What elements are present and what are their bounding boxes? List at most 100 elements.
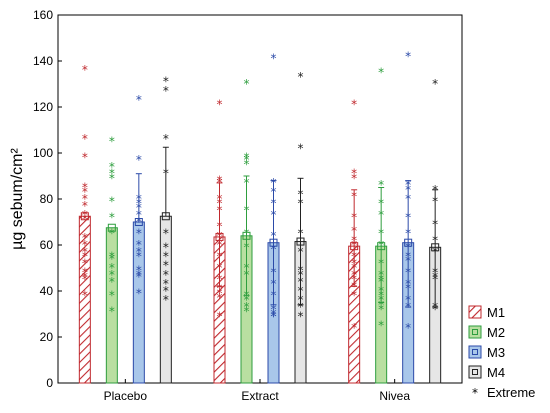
data-point: * — [217, 220, 223, 234]
mean-marker — [350, 242, 359, 251]
data-point: * — [136, 268, 142, 282]
data-point: * — [432, 302, 438, 316]
data-point: * — [298, 227, 304, 241]
data-point: * — [351, 190, 357, 204]
data-point: * — [82, 256, 88, 270]
y-tick-label: 0 — [46, 376, 53, 390]
data-point: * — [351, 261, 357, 275]
data-point: * — [82, 185, 88, 199]
data-point: * — [82, 192, 88, 206]
data-point: * — [271, 185, 277, 199]
data-point: * — [163, 268, 169, 282]
data-point: * — [271, 52, 277, 66]
data-point: * — [136, 238, 142, 252]
y-axis-title: µg sebum/cm² — [9, 147, 26, 249]
data-point: * — [244, 153, 250, 167]
data-point: * — [298, 284, 304, 298]
data-point: * — [351, 256, 357, 270]
data-point: * — [405, 183, 411, 197]
data-point: * — [271, 266, 277, 280]
legend-label: M3 — [487, 345, 505, 360]
data-point: * — [432, 183, 438, 197]
data-point: * — [109, 261, 115, 275]
data-point: * — [136, 153, 142, 167]
data-point: * — [136, 93, 142, 107]
data-point: * — [405, 178, 411, 192]
data-point: * — [271, 197, 277, 211]
data-point: * — [109, 250, 115, 264]
data-point: * — [298, 263, 304, 277]
legend-swatch-marker — [472, 329, 478, 335]
data-point: * — [136, 201, 142, 215]
legend-label: Extreme — [487, 385, 535, 400]
data-point: * — [163, 75, 169, 89]
y-tick-label: 140 — [33, 54, 53, 68]
data-point: * — [378, 273, 384, 287]
data-point: * — [271, 277, 277, 291]
data-point: * — [378, 284, 384, 298]
data-point: * — [405, 210, 411, 224]
data-point: * — [351, 321, 357, 335]
data-point: * — [217, 286, 223, 300]
data-point: * — [244, 227, 250, 241]
data-point: * — [378, 293, 384, 307]
legend-swatch: * — [472, 386, 478, 400]
data-point: * — [351, 224, 357, 238]
data-point: * — [217, 176, 223, 190]
data-point: * — [298, 70, 304, 84]
legend-label: M4 — [487, 365, 505, 380]
data-point: * — [217, 197, 223, 211]
data-point: * — [82, 63, 88, 77]
data-point: * — [298, 187, 304, 201]
data-point: * — [244, 204, 250, 218]
data-point: * — [244, 77, 250, 91]
legend-swatch — [468, 345, 482, 359]
data-point: * — [405, 282, 411, 296]
data-point: * — [405, 49, 411, 63]
bar — [105, 227, 118, 384]
data-point: * — [432, 194, 438, 208]
data-point: * — [271, 307, 277, 321]
y-tick-label: 40 — [40, 284, 54, 298]
legend: M1 M2 M3 M4 * Extreme — [468, 305, 535, 400]
data-point: * — [109, 275, 115, 289]
data-point: * — [405, 300, 411, 314]
data-point: * — [109, 227, 115, 241]
data-point: * — [351, 250, 357, 264]
data-point: * — [217, 291, 223, 305]
y-tick-label: 20 — [40, 330, 54, 344]
legend-label: M1 — [487, 305, 505, 320]
data-point: * — [405, 277, 411, 291]
data-point: * — [136, 270, 142, 284]
data-point: * — [82, 132, 88, 146]
y-tick-label: 60 — [40, 238, 54, 252]
data-point: * — [432, 273, 438, 287]
data-point: * — [163, 250, 169, 264]
legend-label: M2 — [487, 325, 505, 340]
data-point: * — [298, 141, 304, 155]
data-point: * — [136, 250, 142, 264]
data-point: * — [271, 289, 277, 303]
data-point: * — [163, 227, 169, 241]
data-point: * — [82, 238, 88, 252]
data-point: * — [217, 174, 223, 188]
data-point: * — [378, 256, 384, 270]
data-point: * — [136, 215, 142, 229]
data-point: * — [217, 192, 223, 206]
mean-marker — [242, 231, 251, 240]
data-point: * — [82, 181, 88, 195]
x-axis: Placebo Extract Nivea — [104, 379, 410, 403]
mean-marker — [80, 212, 89, 221]
data-point: * — [298, 293, 304, 307]
data-point: * — [405, 254, 411, 268]
x-tick-label: Extract — [241, 389, 279, 403]
data-point: * — [163, 284, 169, 298]
data-point: * — [271, 302, 277, 316]
data-point: * — [378, 178, 384, 192]
data-point: * — [217, 273, 223, 287]
data-point: * — [351, 167, 357, 181]
data-point: * — [351, 210, 357, 224]
data-point: * — [351, 98, 357, 112]
data-point: * — [378, 319, 384, 333]
y-tick-label: 80 — [40, 192, 54, 206]
